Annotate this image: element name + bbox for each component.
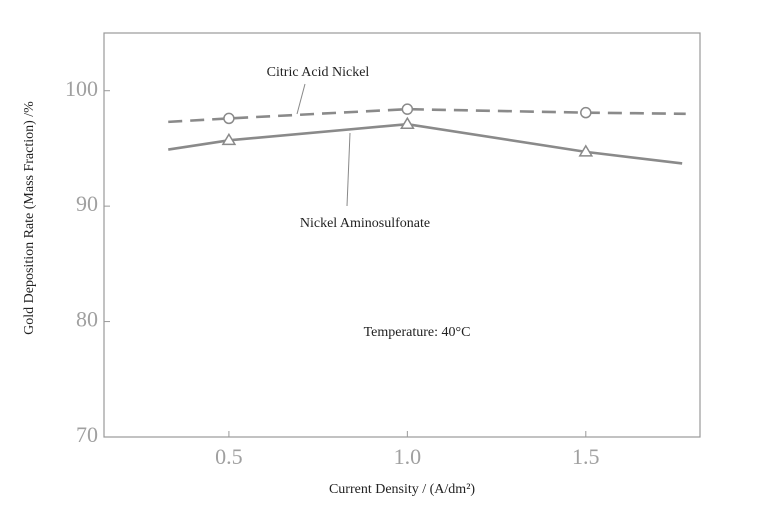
y-tick-label: 90 [76, 191, 98, 216]
x-tick-label: 0.5 [215, 444, 243, 469]
y-tick-label: 100 [65, 76, 98, 101]
marker [578, 144, 594, 157]
plot-frame [103, 32, 701, 438]
series-line [168, 107, 686, 124]
x-tick-label: 1.0 [394, 444, 422, 469]
marker [580, 106, 592, 119]
marker [400, 116, 415, 129]
leader-line [346, 132, 351, 207]
x-tick-label: 1.5 [572, 444, 600, 469]
y-tick-label: 70 [76, 422, 98, 447]
y-tick-label: 80 [76, 307, 98, 332]
marker [223, 112, 235, 125]
x-axis-title: Current Density / (A/dm²) [329, 482, 475, 497]
series-line [168, 122, 683, 165]
annotation: Temperature: 40°C [364, 325, 471, 340]
annotation: Citric Acid Nickel [267, 65, 370, 80]
leader-line [296, 83, 306, 115]
marker [401, 103, 414, 115]
marker [221, 132, 237, 146]
y-axis-title: Gold Deposition Rate (Mass Fraction) /% [22, 101, 37, 335]
annotation: Nickel Aminosulfonate [300, 216, 430, 231]
